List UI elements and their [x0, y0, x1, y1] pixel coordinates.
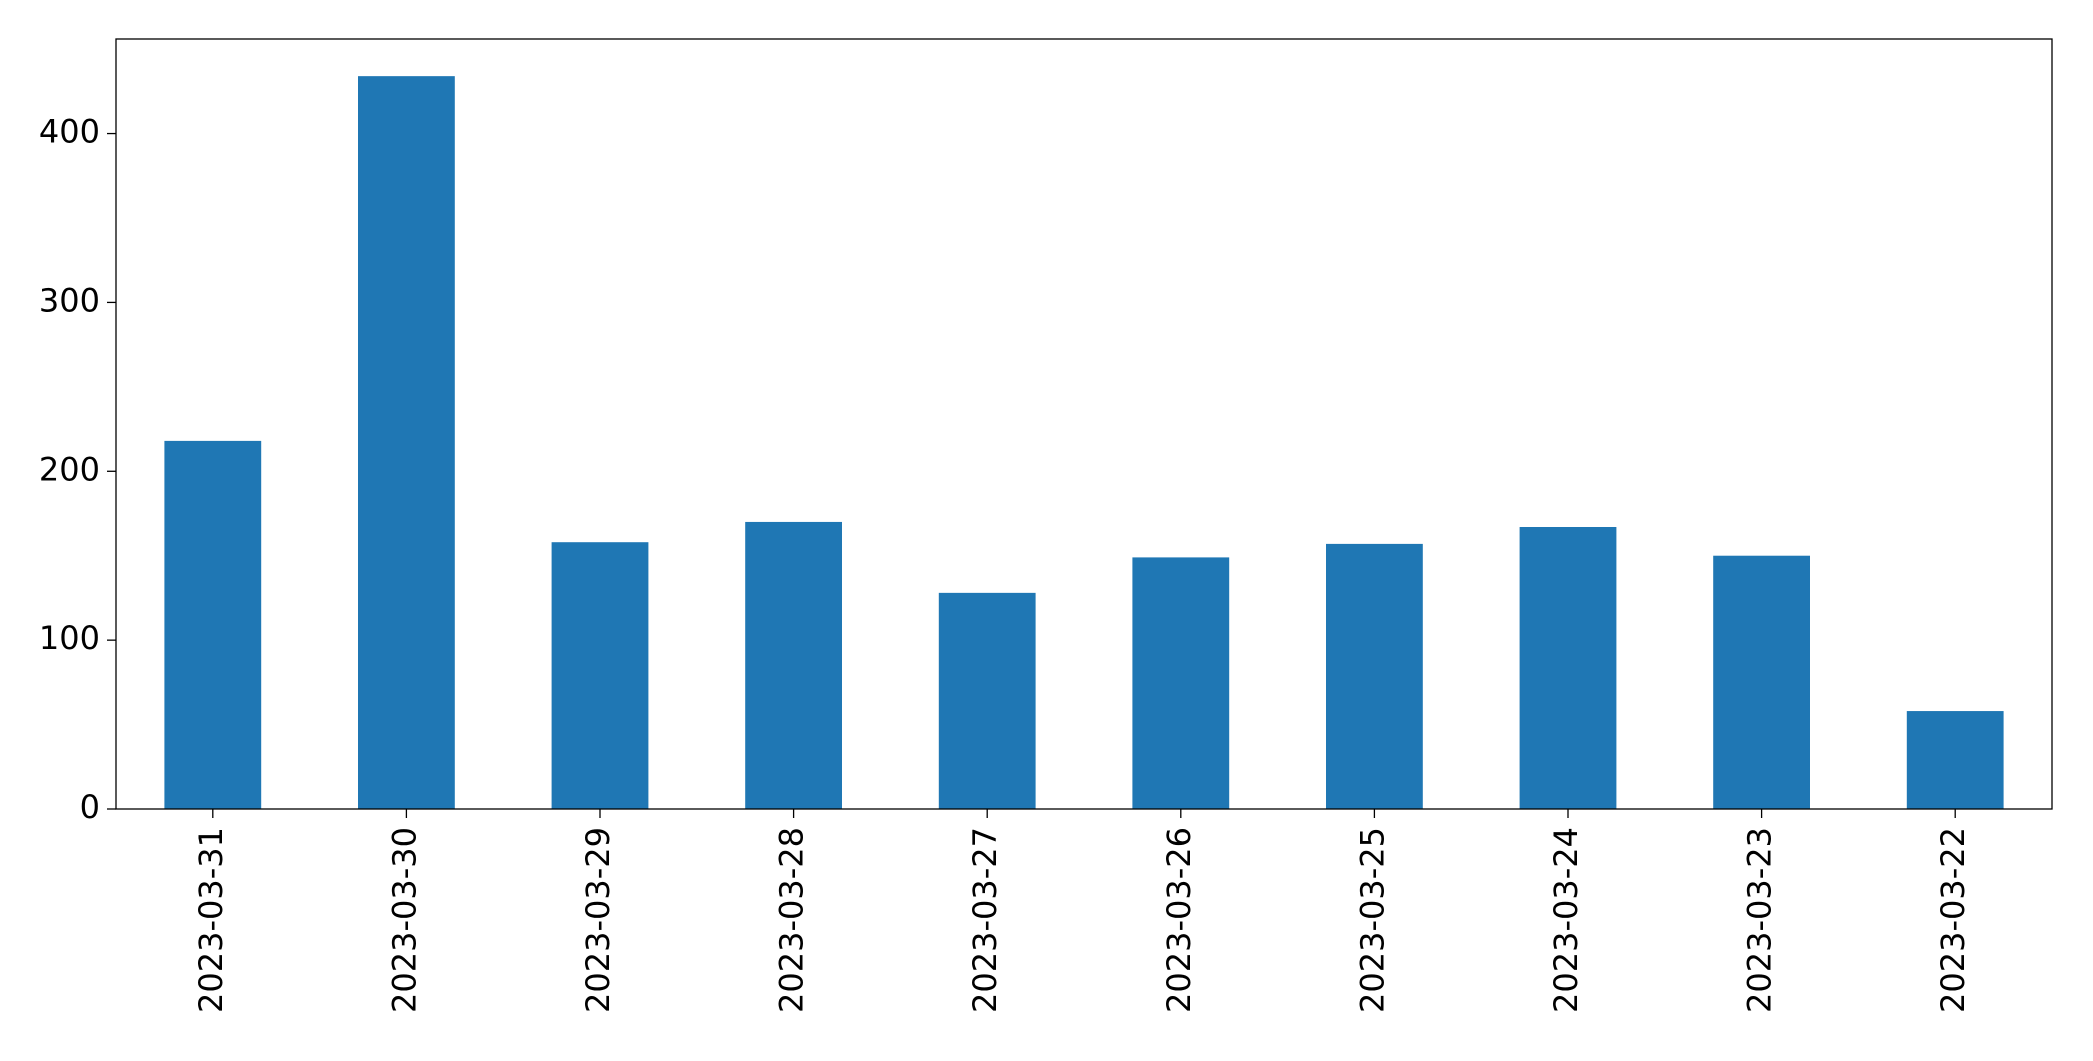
bar	[1326, 543, 1423, 809]
y-tick-label: 0	[80, 788, 100, 826]
bar	[358, 76, 455, 810]
x-tick-label: 2023-03-29	[579, 827, 617, 1013]
y-tick-label: 300	[39, 281, 100, 319]
bar	[1132, 557, 1230, 809]
bar	[164, 440, 262, 809]
y-tick-label: 100	[39, 619, 100, 657]
bar	[938, 592, 1036, 809]
x-tick-label: 2023-03-22	[1934, 827, 1972, 1013]
x-tick-label: 2023-03-25	[1353, 827, 1391, 1013]
bar	[1906, 711, 2004, 809]
x-tick-label: 2023-03-27	[966, 827, 1004, 1013]
x-tick-label: 2023-03-31	[192, 827, 230, 1013]
plot-frame	[115, 38, 2053, 810]
x-tick-label: 2023-03-30	[385, 827, 423, 1013]
bar	[1713, 555, 1810, 809]
y-tick-label: 400	[39, 113, 100, 151]
x-tick-label: 2023-03-24	[1547, 827, 1585, 1013]
bar	[745, 521, 842, 809]
x-tick-label: 2023-03-23	[1741, 827, 1779, 1013]
x-tick-label: 2023-03-28	[773, 827, 811, 1013]
y-tick-label: 200	[39, 450, 100, 488]
bar	[1519, 527, 1617, 809]
x-tick-label: 2023-03-26	[1160, 827, 1198, 1013]
bar	[551, 542, 649, 809]
